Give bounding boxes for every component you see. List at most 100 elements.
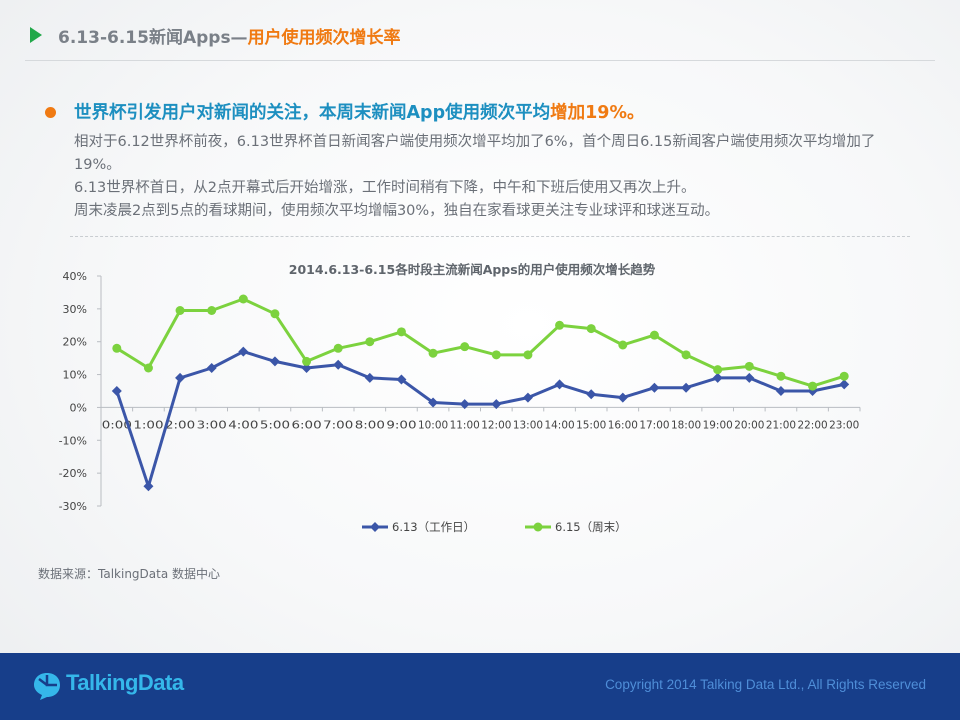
x-tick-label: 5:00 bbox=[260, 419, 290, 431]
data-point bbox=[839, 371, 849, 381]
data-point bbox=[428, 397, 439, 408]
data-point bbox=[808, 381, 818, 391]
slide-header: 6.13-6.15新闻Apps—用户使用频次增长率 bbox=[0, 14, 960, 54]
body-paragraph: 相对于6.12世界杯前夜，6.13世界杯首日新闻客户端使用频次增平均加了6%，首… bbox=[74, 134, 876, 173]
slide-title: 6.13-6.15新闻Apps—用户使用频次增长率 bbox=[58, 23, 401, 48]
data-point bbox=[491, 350, 501, 360]
data-point bbox=[175, 306, 185, 315]
x-tick-label: 8:00 bbox=[355, 419, 385, 431]
body-paragraph: 6.13世界杯首日，从2点开幕式后开始增涨，工作时间稍有下降，中午和下班后使用又… bbox=[74, 180, 696, 196]
x-tick-label: 17:00 bbox=[639, 419, 669, 431]
x-tick-label: 13:00 bbox=[513, 419, 543, 431]
data-point bbox=[396, 327, 406, 337]
series-1 bbox=[111, 346, 850, 492]
x-tick-label: 19:00 bbox=[703, 419, 733, 431]
x-tick-label: 15:00 bbox=[576, 419, 606, 431]
x-tick-label: 22:00 bbox=[798, 419, 828, 431]
play-triangle-icon bbox=[30, 27, 42, 43]
chart-title: 2014.6.13-6.15各时段主流新闻Apps的用户使用频次增长趋势 bbox=[289, 262, 656, 277]
y-tick-label: -30% bbox=[59, 500, 87, 513]
series-2 bbox=[112, 294, 849, 391]
x-tick-label: 11:00 bbox=[450, 419, 480, 431]
data-point bbox=[270, 309, 280, 319]
headline: 世界杯引发用户对新闻的关注，本周末新闻App使用频次平均增加19%。 bbox=[74, 99, 645, 124]
body-paragraph: 周末凌晨2点到5点的看球期间，使用频次平均增幅30%，独自在家看球更关注专业球评… bbox=[74, 203, 720, 219]
bullet-dot-icon bbox=[45, 107, 56, 118]
data-point bbox=[839, 379, 850, 390]
y-tick-label: 10% bbox=[63, 369, 87, 382]
x-tick-label: 0:00 bbox=[102, 419, 132, 431]
data-point bbox=[238, 346, 249, 357]
line-chart: 2014.6.13-6.15各时段主流新闻Apps的用户使用频次增长趋势 40%… bbox=[59, 262, 861, 534]
data-point bbox=[713, 365, 723, 375]
data-point bbox=[459, 399, 470, 410]
y-tick-label: 0% bbox=[70, 401, 87, 414]
x-tick-label: 10:00 bbox=[418, 419, 448, 431]
data-point bbox=[460, 342, 470, 352]
data-point bbox=[428, 348, 438, 358]
data-point bbox=[712, 372, 723, 383]
body-text: 相对于6.12世界杯前夜，6.13世界杯首日新闻客户端使用频次增平均加了6%，首… bbox=[74, 131, 914, 223]
data-point bbox=[333, 343, 343, 353]
y-tick-label: 40% bbox=[63, 270, 87, 283]
data-point bbox=[681, 382, 692, 393]
y-tick-label: 20% bbox=[63, 336, 87, 349]
data-point bbox=[238, 294, 248, 304]
series-line bbox=[116, 297, 845, 388]
data-point bbox=[618, 340, 628, 350]
x-tick-label: 6:00 bbox=[292, 419, 322, 431]
data-point bbox=[491, 399, 502, 410]
data-point bbox=[523, 350, 533, 360]
headline-accent: 增加19% bbox=[550, 103, 627, 123]
data-point bbox=[649, 382, 660, 393]
data-point bbox=[301, 363, 312, 373]
y-tick-label: 30% bbox=[63, 303, 87, 316]
legend-marker bbox=[533, 522, 543, 532]
data-point bbox=[112, 343, 122, 353]
legend-marker bbox=[370, 522, 380, 532]
data-point bbox=[617, 392, 628, 403]
chart-legend: 6.13（工作日） 6.15（周末） bbox=[362, 520, 627, 534]
chart-series bbox=[111, 294, 850, 492]
dashed-divider bbox=[70, 236, 910, 237]
y-tick-label: -10% bbox=[59, 434, 87, 447]
data-point bbox=[555, 320, 565, 330]
x-tick-label: 2:00 bbox=[165, 419, 195, 431]
data-point bbox=[269, 356, 280, 367]
data-point bbox=[681, 350, 691, 360]
x-tick-label: 23:00 bbox=[829, 419, 859, 431]
data-point bbox=[111, 386, 122, 396]
data-point bbox=[175, 372, 186, 383]
x-tick-label: 18:00 bbox=[671, 419, 701, 431]
data-point bbox=[586, 389, 597, 400]
data-point bbox=[744, 372, 755, 383]
data-point bbox=[143, 363, 153, 373]
data-point bbox=[302, 356, 312, 366]
header-divider bbox=[25, 60, 935, 61]
data-point bbox=[333, 359, 344, 370]
y-tick-label: -20% bbox=[59, 467, 87, 480]
x-tick-label: 9:00 bbox=[386, 419, 416, 431]
x-tick-label: 7:00 bbox=[323, 419, 353, 431]
data-point bbox=[396, 374, 407, 385]
title-main: 6.13-6.15新闻Apps— bbox=[58, 28, 248, 48]
data-point bbox=[649, 330, 659, 340]
legend-label: 6.13（工作日） bbox=[392, 520, 475, 534]
logo-bubble-icon bbox=[34, 673, 60, 700]
data-point bbox=[206, 363, 217, 373]
headline-main: 世界杯引发用户对新闻的关注，本周末新闻App使用频次平均 bbox=[74, 103, 551, 123]
x-tick-label: 21:00 bbox=[766, 419, 796, 431]
title-accent: 用户使用频次增长率 bbox=[247, 28, 401, 48]
data-point bbox=[365, 337, 375, 347]
x-tick-label: 20:00 bbox=[734, 419, 764, 431]
data-point bbox=[522, 392, 533, 403]
x-tick-label: 12:00 bbox=[481, 419, 511, 431]
data-point bbox=[775, 386, 786, 396]
x-tick-label: 16:00 bbox=[608, 419, 638, 431]
data-point bbox=[776, 371, 786, 381]
data-point bbox=[143, 481, 154, 492]
data-point bbox=[207, 306, 217, 315]
footer: TalkingData Copyright 2014 Talking Data … bbox=[0, 653, 960, 720]
data-point bbox=[744, 361, 754, 371]
data-point bbox=[554, 379, 565, 390]
